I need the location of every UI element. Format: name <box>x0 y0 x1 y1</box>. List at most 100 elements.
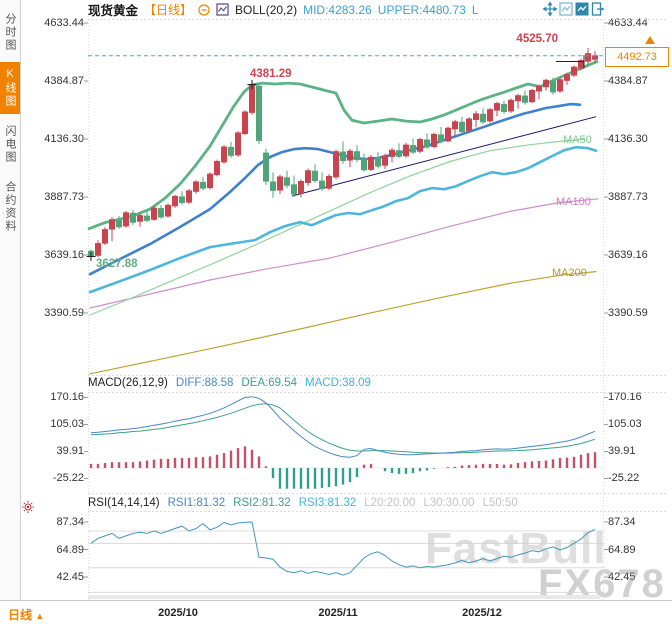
candle-body <box>333 151 339 178</box>
candle-body <box>585 53 591 62</box>
macd-bar <box>264 466 268 468</box>
macd-bar <box>201 457 205 468</box>
macd-bar <box>236 448 240 468</box>
candle-body <box>172 196 178 207</box>
macd-bar <box>593 452 597 468</box>
rsi-title[interactable]: RSI(14,14,14) <box>88 497 160 509</box>
price-axis-label-right: 3390.59 <box>608 306 648 319</box>
candle-body <box>438 134 444 142</box>
macd-title[interactable]: MACD(26,12,9) <box>88 377 168 389</box>
sidebar-tab-time-chart[interactable]: 分时图 <box>4 12 16 52</box>
ma50-line <box>89 138 586 316</box>
rsi-l20-readout: L20:20.00 <box>364 497 416 509</box>
date-axis-label: 2025/10 <box>158 607 198 619</box>
macd-bar <box>138 461 142 468</box>
macd-bar <box>530 461 534 468</box>
rsi-l30-readout: L30:30.00 <box>423 497 475 509</box>
candle-body <box>354 151 360 161</box>
candle-body <box>459 121 465 133</box>
macd-histogram <box>89 446 597 489</box>
macd-bar <box>397 468 401 474</box>
candle-body <box>207 173 213 189</box>
macd-axis-label-left: 39.91 <box>56 445 84 458</box>
candle-body <box>431 133 437 147</box>
candle-body <box>347 150 353 161</box>
sidebar-tab-lightning-chart[interactable]: 闪电图 <box>4 124 16 164</box>
chart-markers <box>86 55 585 261</box>
rsi3-readout: RSI3:81.32 <box>298 497 357 509</box>
macd-bar <box>411 468 415 473</box>
macd-bar <box>502 464 506 468</box>
macd-bar <box>229 450 233 468</box>
ma200-label: MA200 <box>552 267 587 279</box>
macd-dea-line <box>90 403 596 454</box>
candle-body <box>396 150 402 157</box>
boll-lower-value-truncated: L <box>471 2 479 17</box>
candle-body <box>242 111 248 134</box>
macd-axis-label-left: 170.16 <box>50 391 84 404</box>
macd-bar <box>509 464 513 468</box>
candle-body <box>165 204 171 217</box>
macd-bar <box>187 458 191 468</box>
chart-toolbar <box>542 1 605 17</box>
price-axis-label-left: 3887.73 <box>44 190 84 203</box>
macd-value-readout: MACD:38.09 <box>305 377 371 389</box>
macd-bar <box>250 449 254 468</box>
macd-bar <box>327 468 331 488</box>
candle-body <box>375 157 381 167</box>
macd-bar <box>103 463 107 468</box>
macd-bar <box>369 463 373 468</box>
candle-body <box>424 139 430 148</box>
chart-style-outline-icon[interactable] <box>559 2 573 16</box>
period-label[interactable]: 【日线】 <box>144 3 193 17</box>
macd-bar <box>145 460 149 468</box>
price-flag-arrow-icon <box>645 36 655 44</box>
macd-bar <box>152 459 156 468</box>
macd-bar <box>523 462 527 468</box>
indicator-chart-icon[interactable] <box>216 3 229 16</box>
candle-body <box>151 207 157 220</box>
candlestick-series[interactable] <box>88 48 598 258</box>
indicator-name[interactable]: BOLL(20,2) <box>235 2 298 17</box>
price-axis-label-left: 4633.44 <box>44 17 84 29</box>
candle-body <box>312 170 318 182</box>
price-axis-label-left: 3639.16 <box>44 248 84 261</box>
collapse-indicator-icon[interactable] <box>198 3 210 16</box>
date-axis-label: 2025/11 <box>318 607 358 619</box>
sidebar-tab-contract-info[interactable]: 合约资料 <box>4 181 16 233</box>
macd-bar <box>460 465 464 468</box>
candle-body <box>200 182 206 189</box>
macd-bar <box>558 458 562 468</box>
macd-bar <box>404 468 408 474</box>
macd-bar <box>383 468 387 472</box>
annotation-low-price: 3627.88 <box>96 258 138 270</box>
candle-body <box>522 95 528 103</box>
bottom-bar: 日线 ▲ 2025/10 2025/11 2025/12 <box>0 600 672 624</box>
chart-style-filled-icon[interactable] <box>575 2 589 16</box>
candle-body <box>158 208 164 218</box>
chart-header: 现货黄金 【日线】 BOLL(20,2) MID:4283.26 UPPER:4… <box>88 2 479 19</box>
boll-mid-line <box>88 102 582 276</box>
sidebar-tab-kline-chart[interactable]: K线图 <box>0 62 20 114</box>
candle-body <box>130 212 136 223</box>
pan-icon[interactable] <box>542 1 558 17</box>
macd-bar <box>166 458 170 468</box>
macd-bar <box>124 462 128 468</box>
price-axis-label-left: 4136.30 <box>44 132 84 145</box>
annotation-high-price: 4525.70 <box>516 33 558 45</box>
macd-bar <box>131 462 135 468</box>
price-axis-label-right: 4136.30 <box>608 132 648 145</box>
candle-body <box>256 85 262 141</box>
macd-bar <box>299 468 303 489</box>
panel-exit-icon[interactable] <box>591 2 605 16</box>
period-selector-button[interactable]: 日线 ▲ <box>8 606 44 623</box>
indicator-settings-icon[interactable] <box>21 500 35 514</box>
chart-scrollbar[interactable] <box>88 595 600 599</box>
candle-body <box>592 55 598 60</box>
candle-body <box>137 215 143 222</box>
candle-body <box>452 121 458 130</box>
macd-diff-readout: DIFF:88.58 <box>175 377 234 389</box>
macd-bar <box>117 462 121 468</box>
candle-body <box>417 139 423 152</box>
